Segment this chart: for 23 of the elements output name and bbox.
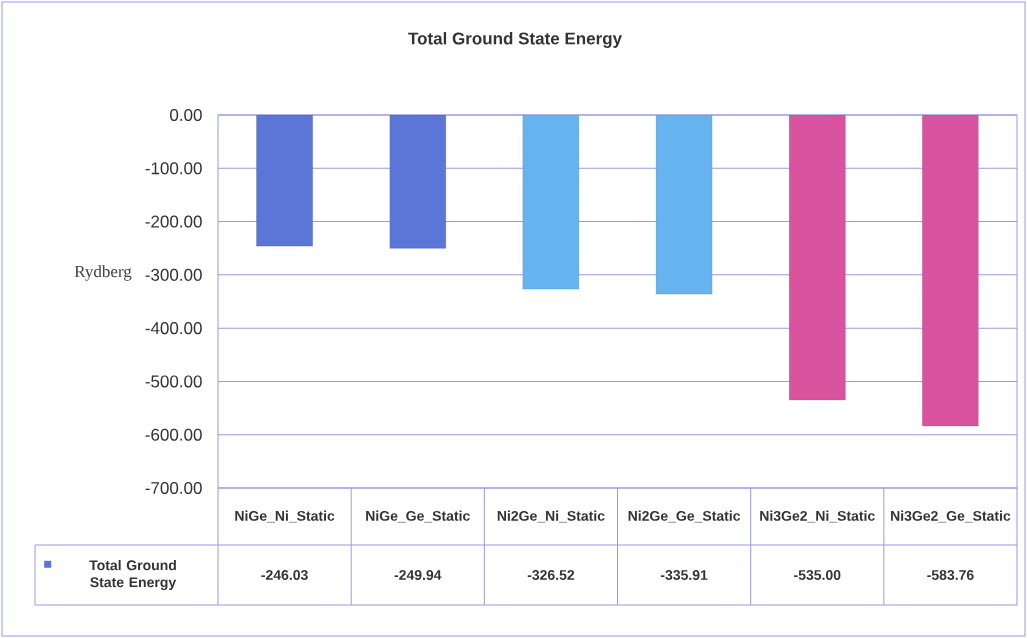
- data-label: -583.76: [927, 570, 974, 580]
- x-tick-label: Ni2Ge_Ni_Static: [497, 510, 605, 523]
- chart-title: Total Ground State Energy: [408, 32, 622, 48]
- y-tick-label: -100.00: [145, 162, 202, 175]
- data-label: -249.94: [394, 570, 442, 580]
- x-tick-label: Ni3Ge2_Ge_Static: [891, 510, 1011, 523]
- data-label: -535.00: [794, 570, 841, 580]
- data-label: -326.52: [527, 570, 575, 580]
- y-tick-label: 0.00: [170, 108, 202, 122]
- x-tick-label: NiGe_Ge_Static: [366, 510, 470, 523]
- y-tick-label: -400.00: [145, 322, 202, 335]
- y-axis-title: Rydberg: [74, 265, 132, 281]
- x-tick-label: Ni3Ge2_Ni_Static: [760, 510, 875, 523]
- x-tick-label: Ni2Ge_Ge_Static: [628, 510, 741, 523]
- y-tick-label: -300.00: [145, 268, 202, 281]
- x-tick-label: NiGe_Ni_Static: [235, 510, 335, 523]
- y-tick-label: -600.00: [145, 428, 202, 441]
- text: Total Ground State Energy: [89, 559, 177, 591]
- y-tick-label: -200.00: [145, 215, 202, 228]
- data-label: -246.03: [261, 570, 308, 580]
- data-label: -335.91: [660, 570, 708, 580]
- y-tick-label: -700.00: [145, 481, 202, 495]
- y-tick-label: -500.00: [145, 375, 202, 388]
